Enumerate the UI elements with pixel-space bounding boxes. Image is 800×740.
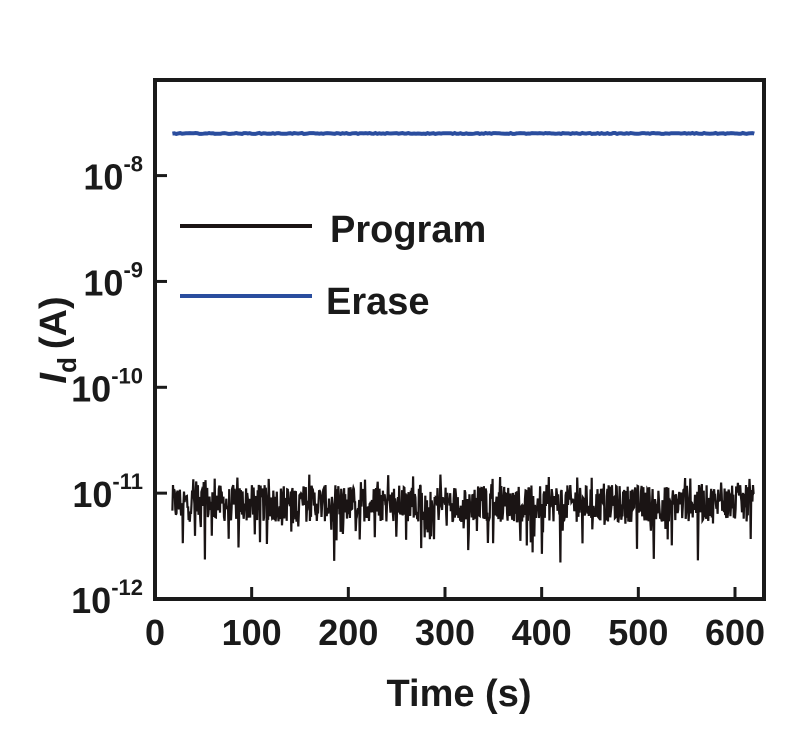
y-axis-symbol: I: [33, 372, 75, 384]
x-axis: 0 100 200 300 400 500 600: [145, 587, 765, 653]
series-program: [171, 474, 755, 563]
y-tick-label-0: 10-8: [83, 152, 143, 198]
x-tick-label-1: 100: [222, 612, 282, 653]
x-tick-label-5: 500: [608, 612, 668, 653]
y-axis-title: Id (A): [33, 296, 82, 383]
legend: Program Erase: [180, 209, 486, 323]
x-tick-label-0: 0: [145, 612, 165, 653]
x-axis-title: Time (s): [386, 673, 531, 715]
y-tick-label-2: 10-10: [71, 363, 143, 409]
series-erase: [172, 130, 755, 137]
legend-label-program: Program: [330, 209, 486, 251]
x-tick-label-2: 200: [318, 612, 378, 653]
y-tick-label-1: 10-9: [83, 257, 143, 303]
y-axis-unit: (A): [33, 296, 75, 349]
x-tick-label-4: 400: [512, 612, 572, 653]
legend-label-erase: Erase: [326, 281, 430, 323]
y-axis-subscript: d: [52, 357, 82, 373]
series-layer: [171, 130, 755, 563]
y-tick-label-4: 10-12: [71, 575, 143, 621]
y-tick-label-3: 10-11: [72, 469, 143, 515]
x-tick-label-6: 600: [705, 612, 765, 653]
y-axis: 10-8 10-9 10-10 10-11 10-12: [71, 152, 167, 621]
plot-frame: [153, 78, 766, 601]
x-tick-label-3: 300: [415, 612, 475, 653]
